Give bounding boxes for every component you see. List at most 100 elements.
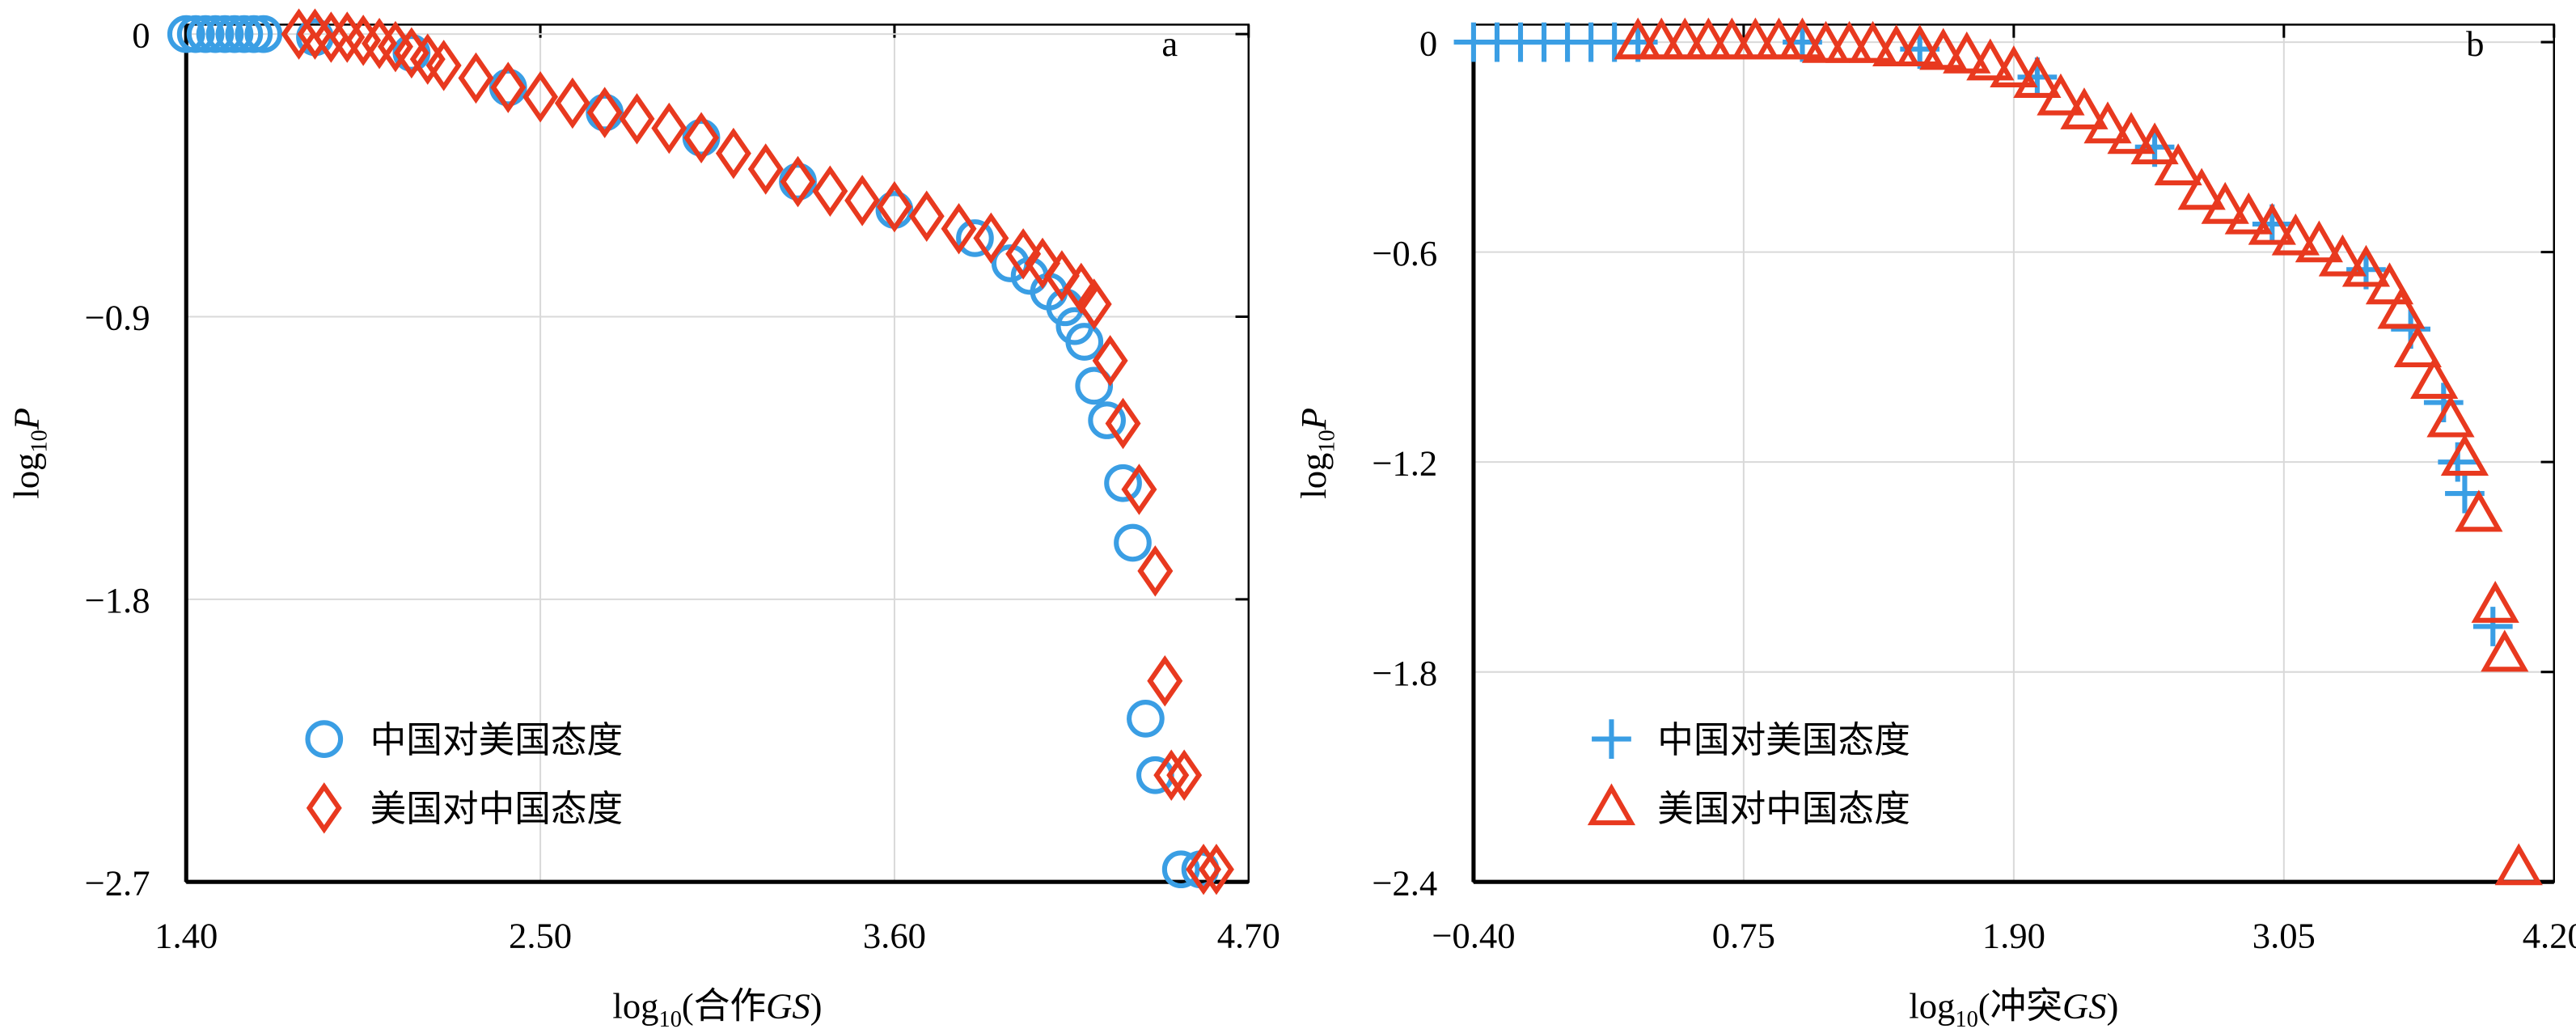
marker — [1137, 545, 1174, 597]
marker — [2471, 581, 2519, 623]
panel: 1.40 2.50 3.60 4.70 0 −0.9 −1.8 −2.7 a 中国对美国态度美国对… — [6, 8, 1280, 1032]
marker — [1707, 17, 1756, 60]
marker — [586, 87, 623, 138]
marker — [2154, 143, 2202, 186]
marker — [1025, 237, 1061, 290]
y-tick-label: −1.8 — [85, 580, 150, 620]
marker — [812, 165, 848, 217]
marker — [1637, 17, 1686, 60]
marker — [1104, 464, 1142, 502]
marker — [1088, 401, 1126, 439]
x-axis-label-part: log — [1909, 986, 1955, 1027]
marker — [2107, 112, 2155, 155]
marker — [2295, 220, 2343, 263]
marker — [1121, 464, 1157, 515]
y-tick-label: −1.2 — [1372, 442, 1437, 483]
marker — [1614, 17, 1662, 60]
marker — [489, 68, 527, 107]
marker — [1943, 31, 1991, 74]
y-axis-label: log10P — [1293, 408, 1339, 499]
marker — [2248, 202, 2296, 245]
marker — [2318, 234, 2367, 277]
marker — [305, 720, 344, 758]
legend-label: 中国对美国态度 — [370, 720, 624, 760]
x-axis-label: log10(冲突GS) — [1909, 986, 2118, 1032]
marker — [2177, 167, 2226, 210]
marker — [1848, 20, 1897, 63]
marker — [780, 155, 816, 208]
y-tick-label: 0 — [1419, 23, 1437, 63]
y-tick-label: 0 — [132, 15, 150, 55]
marker — [2377, 286, 2426, 329]
x-axis-label-part: 10 — [659, 1007, 682, 1032]
marker — [1966, 38, 2015, 81]
marker — [1660, 17, 1709, 60]
marker — [554, 77, 590, 129]
x-axis-label-part: 10 — [1955, 1007, 1977, 1032]
marker — [2201, 181, 2249, 224]
marker — [176, 15, 215, 53]
x-axis-label-part: GS — [2062, 986, 2107, 1027]
x-tick-label: 1.40 — [154, 915, 218, 955]
marker — [425, 40, 462, 91]
marker — [235, 15, 273, 53]
panel-label: a — [1161, 23, 1178, 64]
marker — [2083, 101, 2132, 144]
y-tick-label: −2.4 — [1372, 862, 1437, 903]
marker — [2224, 192, 2273, 235]
marker — [876, 180, 912, 233]
x-tick-label: 0.75 — [1712, 915, 1775, 955]
x-axis-label-part: (冲突 — [1978, 986, 2062, 1027]
marker — [1872, 24, 1921, 67]
marker — [2393, 325, 2442, 368]
marker — [941, 203, 977, 255]
x-tick-label: −0.40 — [1432, 915, 1515, 955]
marker — [1065, 323, 1104, 361]
y-axis-label-part: P — [1293, 408, 1334, 430]
marker — [1919, 28, 1968, 70]
marker — [186, 15, 225, 53]
marker — [2410, 357, 2459, 399]
marker — [196, 15, 235, 53]
legend-label: 美国对中国态度 — [370, 789, 624, 829]
marker — [1161, 850, 1200, 889]
marker — [1186, 843, 1222, 895]
x-tick-label: 2.50 — [509, 915, 572, 955]
marker — [1153, 749, 1190, 801]
marker — [1825, 20, 1874, 63]
marker — [779, 163, 817, 201]
y-tick-label: −0.6 — [1372, 233, 1437, 273]
marker — [844, 175, 881, 226]
y-axis-label-part: 10 — [1314, 430, 1339, 452]
marker — [1754, 17, 1804, 60]
marker — [2037, 73, 2085, 116]
marker — [1592, 719, 1631, 759]
marker — [313, 11, 349, 63]
marker — [2472, 607, 2513, 646]
marker — [682, 118, 721, 157]
marker — [1092, 335, 1128, 387]
marker — [1127, 700, 1165, 738]
marker — [956, 219, 994, 257]
marker — [908, 190, 945, 242]
x-tick-label: 4.20 — [2523, 915, 2576, 955]
marker — [1990, 45, 2038, 88]
marker — [205, 15, 244, 53]
marker — [1166, 749, 1203, 801]
x-axis-label-part: log — [612, 986, 658, 1027]
legend-label: 美国对中国态度 — [1657, 789, 1910, 829]
marker — [2426, 395, 2475, 438]
marker — [1198, 843, 1234, 895]
y-tick-label: −2.7 — [85, 862, 150, 903]
marker — [1896, 24, 1944, 67]
marker — [2060, 87, 2109, 129]
marker — [167, 15, 205, 53]
y-axis-label: log10P — [6, 408, 53, 499]
x-axis-label: log10(合作GS) — [612, 986, 822, 1032]
x-axis-label-part: (合作 — [682, 986, 766, 1027]
x-tick-label: 3.05 — [2252, 915, 2316, 955]
x-axis-label-part: ) — [810, 986, 823, 1027]
marker — [2013, 56, 2062, 98]
